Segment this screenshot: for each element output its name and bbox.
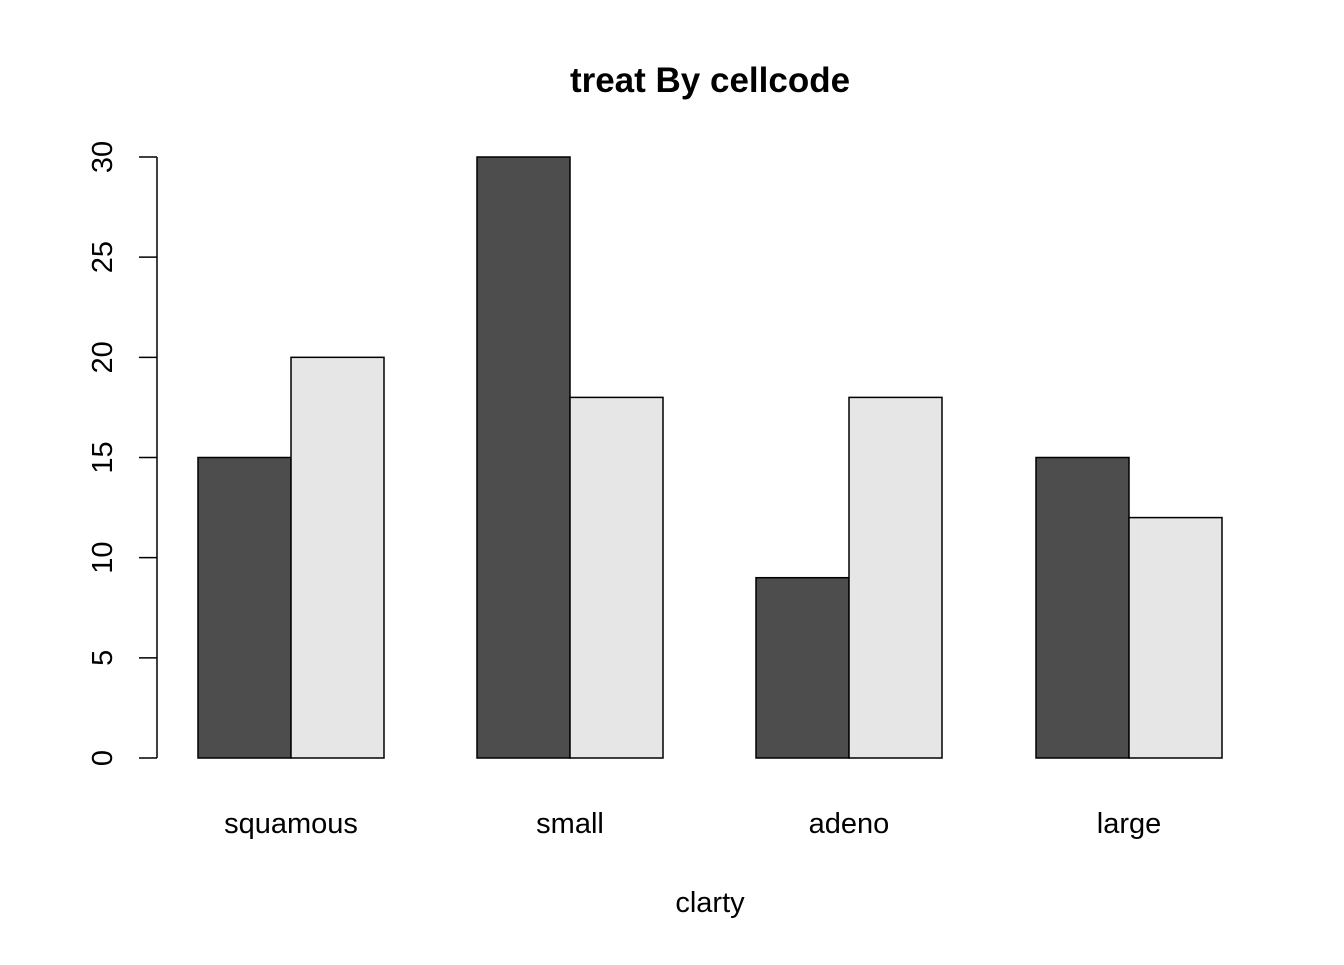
x-category-labels: squamous small adeno large <box>224 808 1161 840</box>
x-category-label-squamous: squamous <box>224 808 358 840</box>
bar-small-series-2 <box>569 396 664 759</box>
bar-adeno-series-1 <box>755 576 850 759</box>
y-tick-label: 0 <box>87 750 119 766</box>
bar-adeno-series-2 <box>848 396 943 759</box>
y-tick-label: 30 <box>87 141 119 173</box>
x-category-label-adeno: adeno <box>809 808 890 840</box>
x-axis-label: clarty <box>675 887 745 919</box>
bar-large-series-1 <box>1035 456 1130 759</box>
chart-title: treat By cellcode <box>570 61 850 100</box>
y-tick-label: 15 <box>87 441 119 473</box>
y-tick-label: 25 <box>87 241 119 273</box>
y-tick-label: 5 <box>87 650 119 666</box>
x-category-label-small: small <box>536 808 604 840</box>
bar-small-series-1 <box>476 156 571 759</box>
bar-large-series-2 <box>1128 516 1223 759</box>
y-axis: 0 5 10 15 20 25 30 <box>87 141 158 766</box>
x-category-label-large: large <box>1097 808 1162 840</box>
y-tick-label: 20 <box>87 341 119 373</box>
bar-squamous-series-1 <box>197 456 292 759</box>
bar-squamous-series-2 <box>290 356 385 759</box>
y-tick-label: 10 <box>87 542 119 574</box>
bars-group <box>197 156 1223 759</box>
